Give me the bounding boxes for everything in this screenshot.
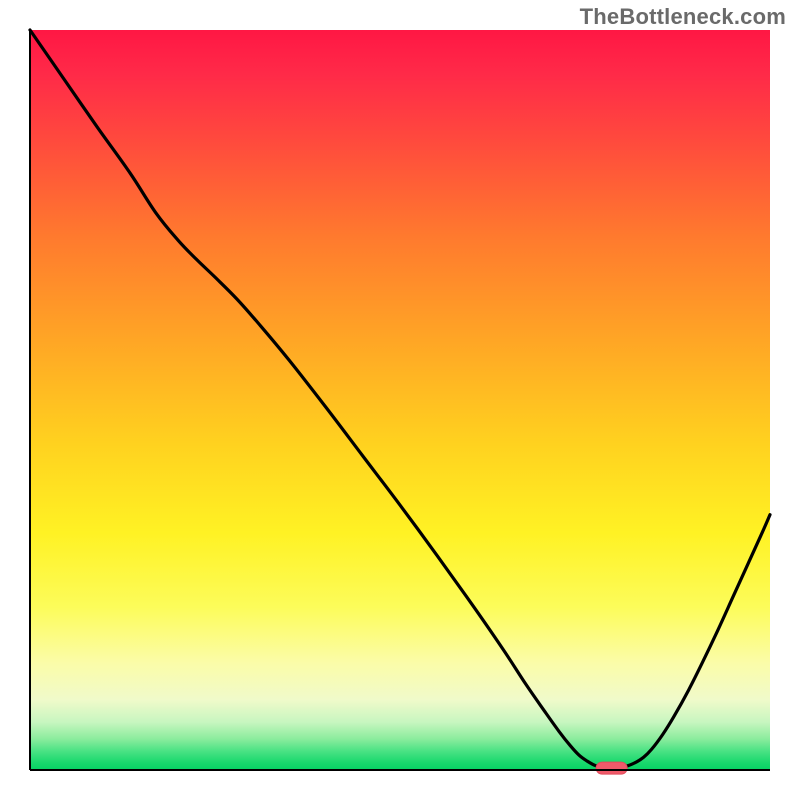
chart-svg	[0, 0, 800, 800]
watermark-text: TheBottleneck.com	[580, 4, 786, 30]
bottleneck-chart	[0, 0, 800, 800]
chart-background	[30, 30, 770, 770]
optimal-marker	[596, 762, 627, 774]
